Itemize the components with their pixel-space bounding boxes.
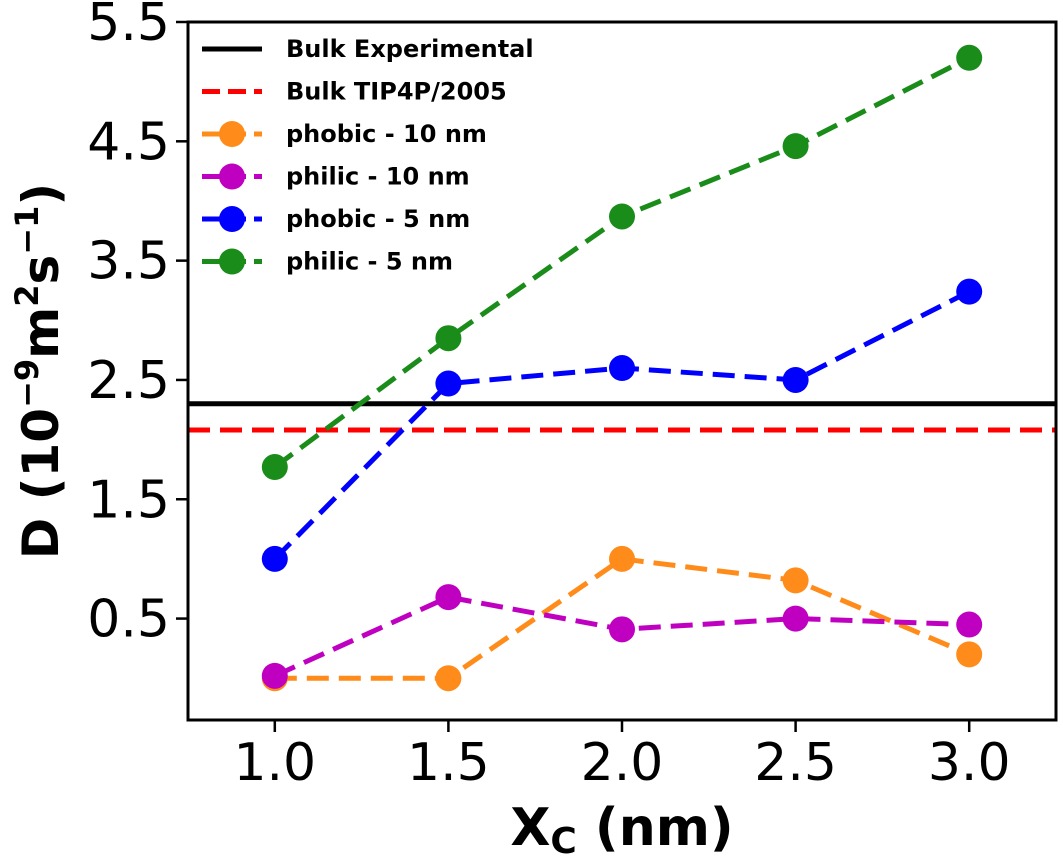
legend: Bulk Experimental Bulk TIP4P/2005 phobic -…	[202, 35, 534, 276]
y-tick-label: 2.5	[87, 351, 170, 411]
series-point-2	[782, 366, 809, 393]
series-point-3	[435, 325, 462, 352]
y-axis-label: D (10−9m2s−1)	[8, 183, 70, 560]
legend-marker-3	[219, 163, 245, 190]
series-point-3	[956, 44, 983, 71]
y-label-exp3: −1	[8, 206, 46, 255]
x-tick-label: 1.5	[407, 733, 490, 793]
y-label-mid2: s	[12, 255, 70, 285]
y-tick-label: 5.5	[87, 0, 170, 53]
series-point-3	[782, 133, 809, 160]
series-point-3	[609, 203, 635, 230]
x-tick-label: 3.0	[928, 733, 1011, 793]
plot-area	[188, 44, 1056, 692]
series-point-0	[782, 567, 809, 594]
series-line-2	[273, 289, 971, 561]
series-point-2	[435, 370, 462, 397]
legend-label-5: philic - 5 nm	[286, 248, 453, 276]
series-point-2	[261, 545, 288, 572]
x-tick-label: 1.0	[233, 733, 316, 793]
y-label-exp2: 2	[8, 284, 46, 306]
series-point-0	[956, 641, 983, 668]
y-label-pre: D (10	[12, 408, 70, 559]
legend-label-2: phobic - 10 nm	[286, 120, 487, 148]
axes: 0.5 1.5 2.5 3.5 4.5 5.5 1.0 1.5 2.0 2.5 3.0	[87, 0, 1010, 793]
x-label-main: X	[510, 798, 550, 858]
series-point-3	[261, 454, 288, 481]
series-point-2	[609, 355, 635, 382]
series-point-1	[609, 616, 635, 643]
x-label-sub: C	[550, 821, 576, 859]
series-point-1	[782, 605, 809, 632]
series-point-1	[956, 611, 983, 638]
y-tick-label: 1.5	[87, 470, 170, 530]
legend-label-3: philic - 10 nm	[286, 163, 470, 191]
series-point-1	[435, 584, 462, 611]
y-tick-label: 4.5	[87, 112, 170, 172]
y-tick-label: 3.5	[87, 232, 170, 292]
series-point-1	[261, 662, 288, 689]
legend-label-1: Bulk TIP4P/2005	[286, 78, 507, 106]
x-tick-label: 2.5	[754, 733, 837, 793]
legend-label-0: Bulk Experimental	[286, 35, 534, 63]
series-point-2	[956, 278, 983, 305]
y-label-exp1: −9	[8, 359, 46, 408]
series-point-0	[435, 665, 462, 692]
series-point-0	[609, 545, 635, 572]
legend-marker-5	[219, 248, 245, 275]
y-tick-label: 0.5	[87, 590, 170, 650]
x-axis-label: XC (nm)	[510, 798, 733, 859]
x-tick-label: 2.0	[581, 733, 664, 793]
legend-marker-2	[219, 121, 245, 147]
x-label-rest: (nm)	[577, 798, 734, 858]
y-label-mid: m	[12, 307, 70, 359]
legend-label-4: phobic - 5 nm	[286, 205, 470, 233]
y-label-post: )	[12, 183, 70, 206]
legend-marker-4	[219, 206, 245, 232]
